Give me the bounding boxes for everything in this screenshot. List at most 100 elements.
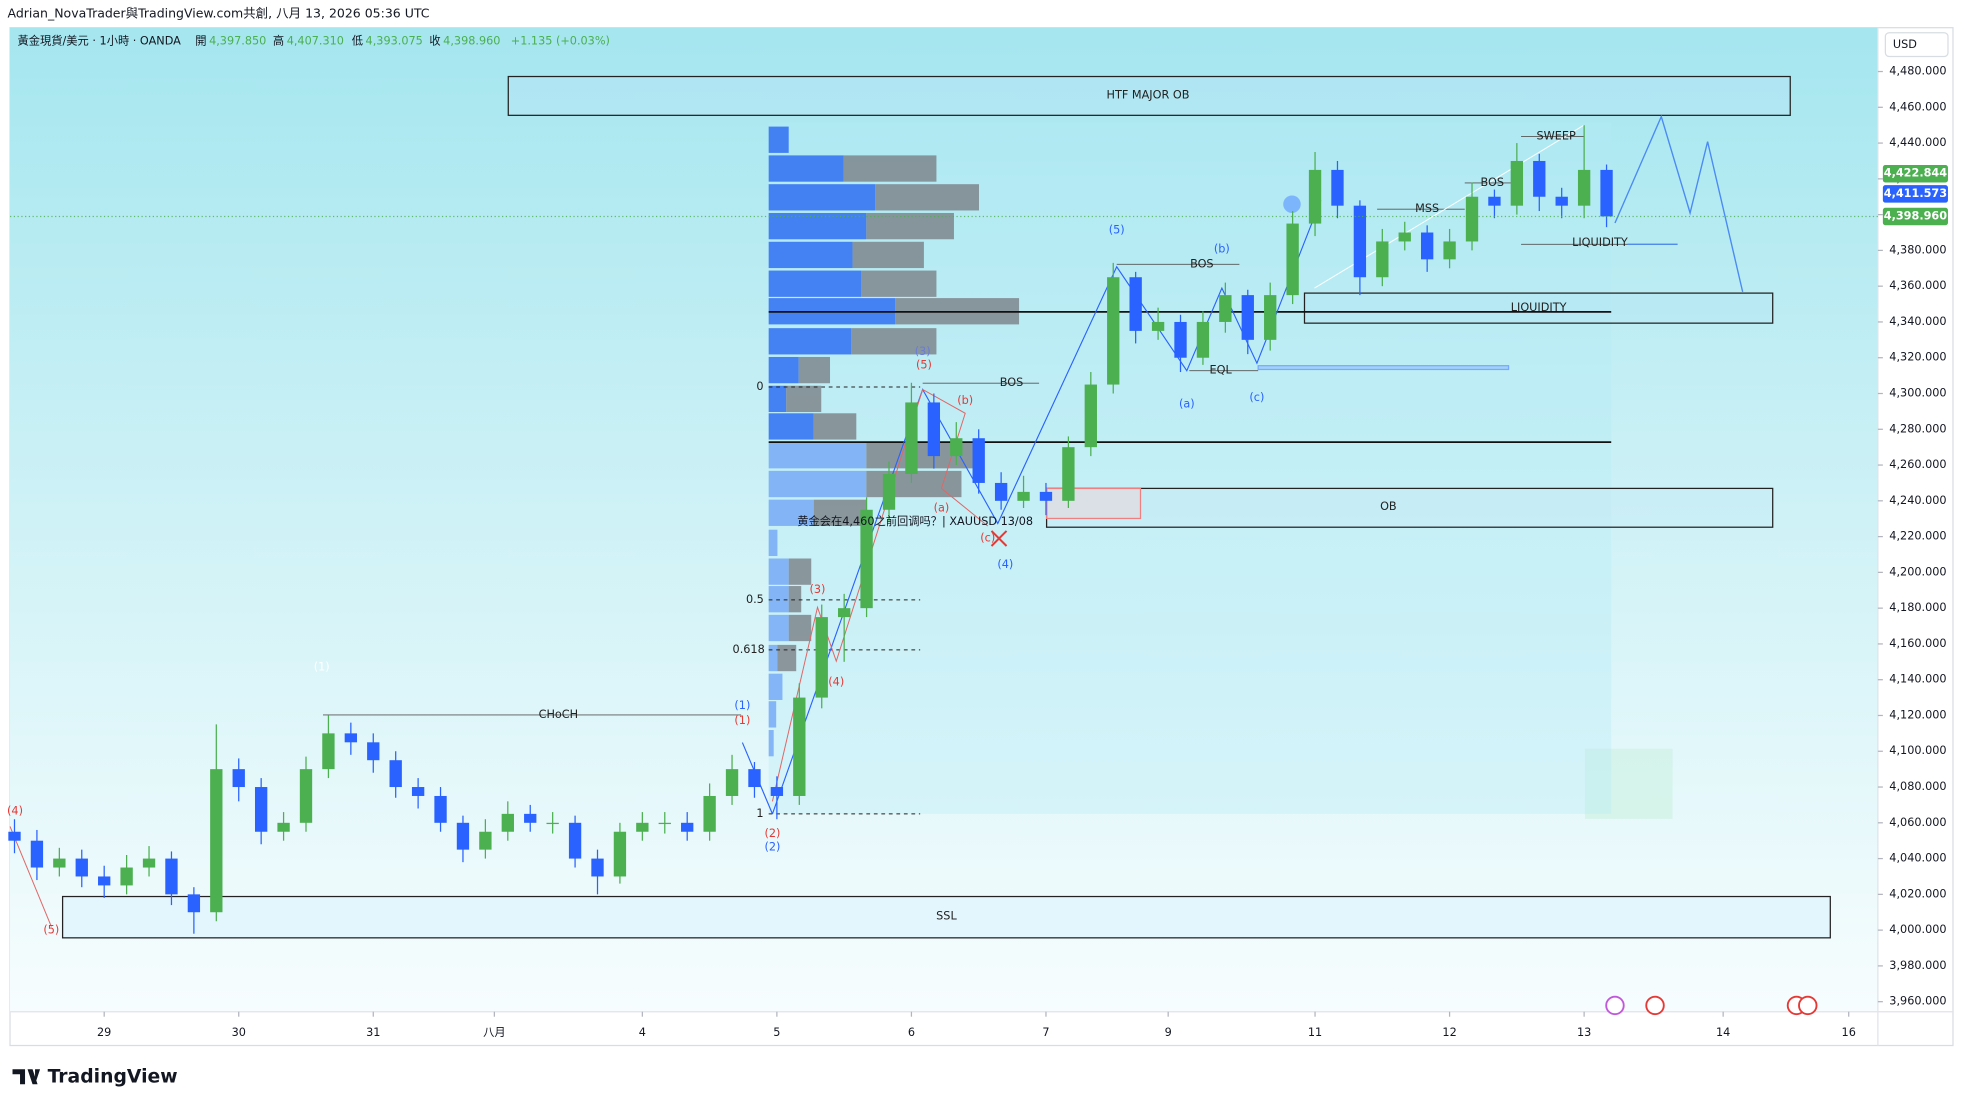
price-label-box: [1882, 164, 1948, 183]
volume-profile-row: [861, 270, 937, 297]
idea-note: 黄金会在4,460之前回调吗？| XAUUSD 13/08: [797, 514, 1033, 528]
candle-body: [1241, 295, 1254, 340]
x-tick-label: 八月: [483, 1026, 506, 1039]
candle-body: [1129, 277, 1142, 331]
volume-profile-row: [768, 558, 789, 585]
x-tick-label: 7: [1042, 1026, 1049, 1039]
annotation: (4): [997, 558, 1013, 571]
candle-body: [1353, 205, 1367, 278]
volume-profile-row: [875, 184, 979, 211]
y-tick-label: 4,020.000: [1889, 887, 1946, 900]
annotation: BOS: [1190, 257, 1214, 270]
x-tick-label: 16: [1842, 1026, 1856, 1039]
volume-profile-row: [866, 212, 954, 240]
volume-profile-row: [768, 155, 844, 182]
y-tick-label: 4,300.000: [1889, 387, 1946, 400]
candle-body: [232, 769, 245, 788]
zone-box: [1584, 748, 1673, 819]
x-tick-label: 5: [773, 1026, 780, 1039]
x-tick-label: 29: [97, 1026, 111, 1039]
annotation: (5): [916, 359, 932, 372]
volume-profile-row: [852, 241, 924, 269]
annotation: (4): [828, 675, 844, 688]
volume-profile-row: [786, 385, 822, 413]
volume-profile-row: [768, 270, 862, 297]
candle-body: [524, 813, 537, 823]
candle-body: [1465, 196, 1479, 242]
candle-body: [1151, 321, 1165, 331]
volume-profile-row: [788, 558, 812, 585]
annotation: BOS: [1481, 176, 1505, 189]
annotation: MSS: [1415, 202, 1439, 215]
price-label: 4,398.960: [1884, 209, 1948, 222]
annotation: LIQUIDITY: [1572, 236, 1628, 249]
candle-body: [98, 876, 111, 886]
volume-profile-row: [768, 644, 778, 672]
candle-body: [277, 822, 290, 832]
annotation: (2): [764, 841, 780, 854]
volume-profile-row: [768, 126, 789, 153]
candle-body: [725, 769, 739, 796]
ohlc-value: 4,397.850: [209, 34, 266, 47]
zone-box: [1257, 365, 1510, 371]
y-tick-label: 4,380.000: [1889, 243, 1946, 256]
y-tick-label: 3,980.000: [1889, 959, 1946, 972]
candle-body: [187, 894, 201, 913]
ohlc-value: 4,398.960: [443, 34, 500, 47]
volume-profile-row: [768, 442, 867, 469]
candle-body: [1420, 232, 1434, 260]
candle-body: [30, 840, 44, 868]
zone-box: [61, 895, 1831, 939]
price-label: 4,422.844: [1884, 167, 1948, 180]
volume-profile-row: [768, 212, 867, 240]
currency-button[interactable]: [1884, 32, 1949, 58]
drawing-line: [9, 826, 52, 927]
candle-body: [703, 795, 716, 832]
x-tick-label: 31: [366, 1026, 380, 1039]
y-tick-label: 4,320.000: [1889, 351, 1946, 364]
candle-body: [681, 822, 694, 832]
annotation: (c): [980, 531, 995, 544]
annotation: 0: [756, 380, 763, 393]
candle-body: [479, 831, 492, 850]
zone-box: [507, 75, 1791, 116]
credit: Adrian_NovaTrader與TradingView.com共創, 八月 …: [8, 5, 430, 20]
candle-body: [748, 769, 761, 788]
annotation: (c): [1249, 391, 1264, 404]
candle-body: [591, 858, 604, 877]
y-tick-label: 4,440.000: [1889, 136, 1946, 149]
candle-body: [1555, 196, 1568, 206]
volume-profile-row: [843, 155, 937, 182]
annotation: (b): [957, 394, 973, 407]
volume-profile-row: [768, 673, 783, 700]
ohlc-label: 高: [273, 33, 284, 47]
volume-profile-row: [768, 614, 789, 642]
candle-body: [1084, 384, 1097, 448]
logo-mark: [12, 1069, 41, 1085]
candle-body: [254, 787, 268, 832]
price-change: +1.135 (+0.03%): [511, 34, 610, 47]
annotation: CHoCH: [539, 708, 579, 721]
y-tick-label: 4,340.000: [1889, 315, 1946, 328]
y-tick-label: 4,000.000: [1889, 923, 1946, 936]
candle-body: [972, 438, 985, 483]
x-tick-label: 9: [1165, 1026, 1172, 1039]
candle-body: [322, 733, 335, 770]
volume-profile-row: [788, 614, 812, 642]
drawing-line: [771, 388, 989, 802]
candle-body: [1398, 232, 1411, 242]
candle-body: [1443, 241, 1456, 260]
candle-body: [1174, 321, 1187, 358]
candle-body: [1308, 169, 1322, 224]
marker: [1283, 195, 1301, 213]
annotation: (3): [915, 345, 931, 358]
ohlc-label: 收: [429, 33, 440, 47]
annotation: 1: [756, 807, 763, 820]
x-tick-label: 6: [908, 1026, 915, 1039]
candle-body: [299, 769, 313, 823]
y-tick-label: 4,180.000: [1889, 601, 1946, 614]
candle-body: [434, 795, 447, 823]
x-tick-label: 12: [1442, 1026, 1456, 1039]
volume-profile-row: [768, 184, 876, 211]
brand-logo: TradingView: [12, 1066, 178, 1087]
